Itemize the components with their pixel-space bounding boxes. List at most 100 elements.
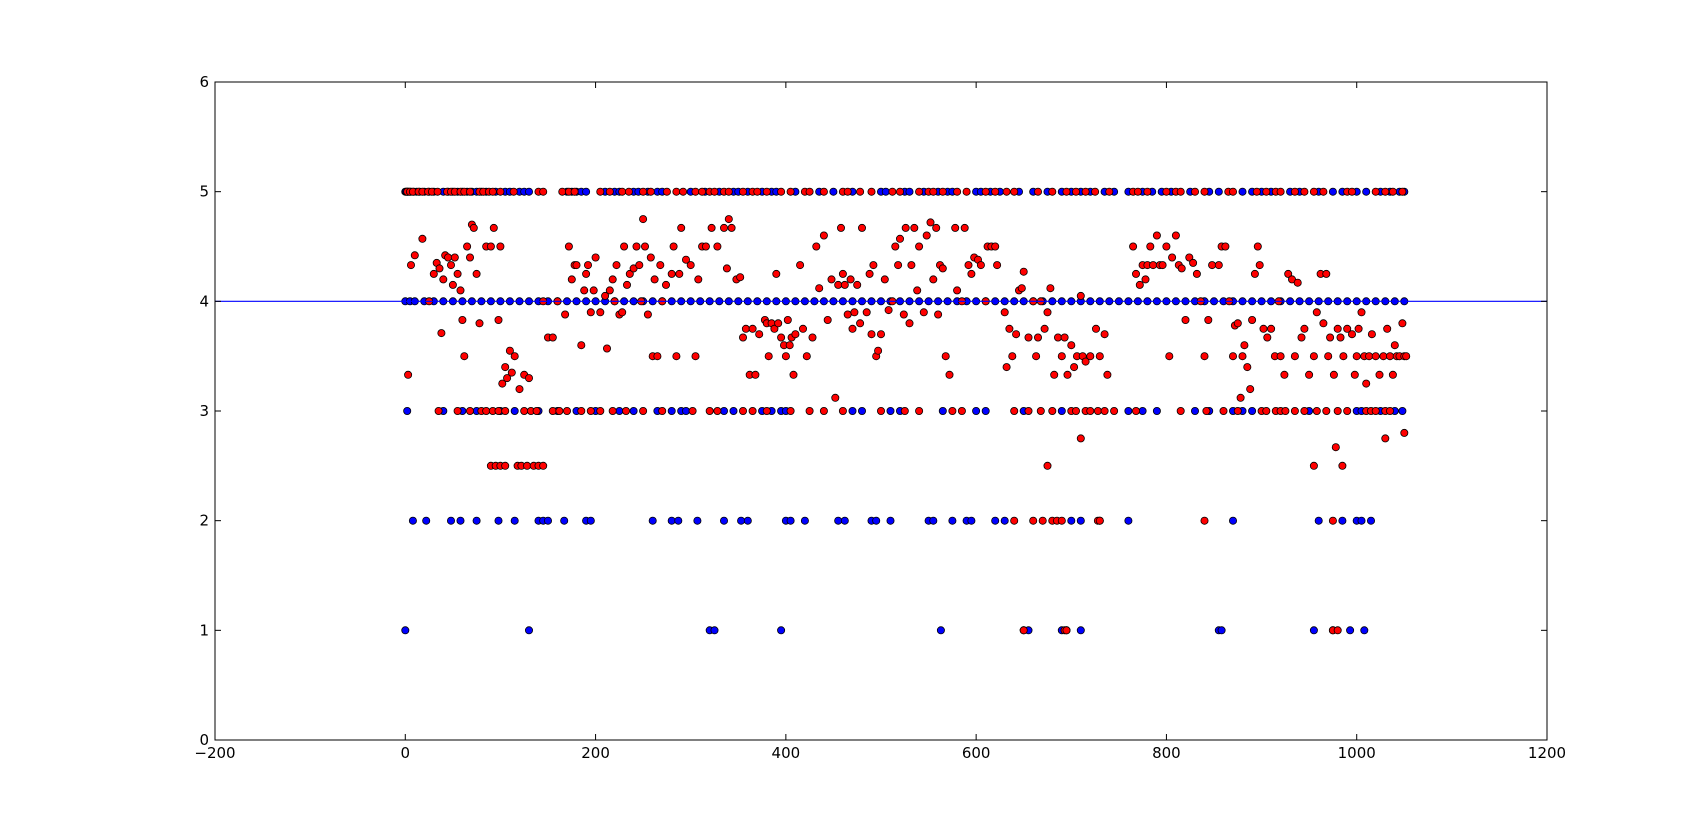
data-point [1012, 330, 1021, 339]
data-point [1067, 516, 1076, 525]
data-point [1276, 187, 1285, 196]
data-point [1375, 370, 1384, 379]
data-point [460, 352, 469, 361]
data-point [539, 187, 548, 196]
data-point [510, 352, 519, 361]
data-point [1367, 330, 1376, 339]
data-point [877, 406, 886, 415]
data-point [888, 187, 897, 196]
data-point [515, 385, 524, 394]
data-point [1338, 516, 1347, 525]
data-point [1034, 333, 1043, 342]
data-point [905, 319, 914, 328]
data-point [819, 187, 828, 196]
data-point [691, 187, 700, 196]
data-point [741, 324, 750, 333]
data-point [667, 516, 676, 525]
data-point [783, 315, 792, 324]
data-point [1362, 187, 1371, 196]
data-point [1038, 516, 1047, 525]
data-point [1063, 370, 1072, 379]
data-point [635, 261, 644, 270]
data-point [472, 516, 481, 525]
data-point [1297, 333, 1306, 342]
data-point [938, 264, 947, 273]
data-point [572, 261, 581, 270]
data-point [1010, 187, 1019, 196]
data-point [951, 223, 960, 232]
data-point [509, 187, 518, 196]
data-point [612, 261, 621, 270]
data-point [1100, 406, 1109, 415]
data-point [748, 324, 757, 333]
data-point [964, 261, 973, 270]
data-point [991, 187, 1000, 196]
data-point [891, 242, 900, 251]
data-point [501, 363, 510, 372]
data-point [563, 406, 572, 415]
data-point [605, 286, 614, 295]
data-point [812, 242, 821, 251]
data-point [456, 286, 465, 295]
data-point [1103, 370, 1112, 379]
data-point [1305, 370, 1314, 379]
data-point [1343, 406, 1352, 415]
data-point [991, 242, 1000, 251]
data-point [720, 406, 729, 415]
data-point [941, 352, 950, 361]
data-point [1105, 187, 1114, 196]
x-tick-label: 1000 [1338, 744, 1376, 762]
data-point [1300, 324, 1309, 333]
data-point [1357, 516, 1366, 525]
data-point [1400, 428, 1409, 437]
data-point [650, 275, 659, 284]
data-point [1029, 516, 1038, 525]
data-point [622, 406, 631, 415]
data-point [1000, 516, 1009, 525]
data-point [772, 269, 781, 278]
data-point [1002, 363, 1011, 372]
data-point [713, 406, 722, 415]
data-point [884, 306, 893, 315]
data-point [577, 406, 586, 415]
data-point [1095, 516, 1104, 525]
data-point [739, 406, 748, 415]
data-point [448, 280, 457, 289]
data-point [496, 242, 505, 251]
data-point [938, 406, 947, 415]
data-point [1176, 406, 1185, 415]
data-point [1095, 352, 1104, 361]
data-point [1048, 406, 1057, 415]
data-point [1229, 187, 1238, 196]
data-point [694, 275, 703, 284]
data-point [494, 406, 503, 415]
data-point [1248, 406, 1257, 415]
data-point [1214, 187, 1223, 196]
data-point [896, 234, 905, 243]
data-point [1267, 324, 1276, 333]
data-point [729, 406, 738, 415]
data-point [815, 284, 824, 293]
data-point [669, 242, 678, 251]
data-point [991, 516, 1000, 525]
data-point [901, 223, 910, 232]
y-tick-label: 2 [199, 512, 209, 530]
data-point [872, 516, 881, 525]
data-point [560, 516, 569, 525]
data-point [786, 406, 795, 415]
data-point [1133, 187, 1142, 196]
data-point [1238, 187, 1247, 196]
data-point [900, 406, 909, 415]
data-point [1252, 187, 1261, 196]
data-point [764, 352, 773, 361]
data-point [548, 406, 557, 415]
data-point [1185, 253, 1194, 262]
data-point [691, 352, 700, 361]
data-point [1357, 308, 1366, 317]
data-point [831, 393, 840, 402]
data-point [450, 253, 459, 262]
data-point [1024, 406, 1033, 415]
data-point [1010, 516, 1019, 525]
data-point [755, 330, 764, 339]
data-point [1381, 434, 1390, 443]
